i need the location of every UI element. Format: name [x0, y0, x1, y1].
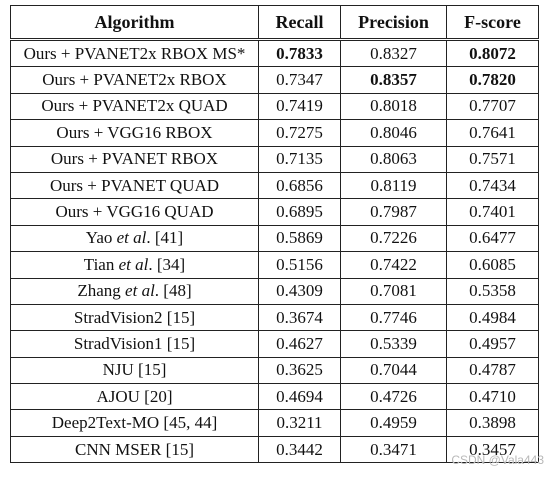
- table-body: Ours + PVANET2x RBOX MS* 0.7833 0.8327 0.80…: [10, 37, 539, 464]
- algorithm-cell: StradVision2 [15]: [10, 303, 259, 332]
- table-row: StradVision2 [15] 0.3674 0.7746 0.4984: [10, 303, 539, 332]
- recall-cell: 0.5156: [258, 251, 341, 279]
- precision-cell: 0.5339: [340, 330, 447, 358]
- header-recall: Recall: [258, 5, 341, 40]
- header-precision: Precision: [340, 5, 447, 40]
- table-row: StradVision1 [15] 0.4627 0.5339 0.4957: [10, 330, 539, 358]
- algorithm-cell: Ours + PVANET QUAD: [10, 171, 259, 200]
- table-row: AJOU [20] 0.4694 0.4726 0.4710: [10, 383, 539, 411]
- precision-cell: 0.3471: [340, 435, 447, 464]
- recall-cell: 0.6856: [258, 171, 341, 200]
- algorithm-name-part: Zhang: [77, 281, 126, 301]
- algorithm-cell: Ours + PVANET2x QUAD: [10, 92, 259, 121]
- algorithm-cell: AJOU [20]: [10, 383, 259, 411]
- recall-cell: 0.4627: [258, 330, 341, 358]
- table-row: Ours + PVANET RBOX 0.7135 0.8063 0.7571: [10, 145, 539, 173]
- fscore-cell: 0.4984: [446, 303, 539, 332]
- precision-cell: 0.7987: [340, 198, 447, 226]
- algorithm-name-part: Tian: [83, 254, 119, 274]
- table-row: Ours + PVANET2x RBOX 0.7347 0.8357 0.7820: [10, 66, 539, 94]
- header-algorithm: Algorithm: [10, 5, 259, 40]
- fscore-cell: 0.6477: [446, 224, 539, 253]
- watermark: CSDN @Vala443: [451, 453, 544, 467]
- header-row: Algorithm Recall Precision F-score: [10, 5, 539, 40]
- table-row: Zhang et al. [48] 0.4309 0.7081 0.5358: [10, 277, 539, 305]
- precision-cell: 0.8063: [340, 145, 447, 173]
- recall-cell: 0.3442: [258, 435, 341, 464]
- algorithm-name-part: Yao: [85, 228, 117, 248]
- precision-cell: 0.4726: [340, 383, 447, 411]
- algorithm-cell: StradVision1 [15]: [10, 330, 259, 358]
- precision-cell: 0.4959: [340, 409, 447, 437]
- algorithm-name-part: . [41]: [146, 228, 184, 248]
- recall-cell: 0.7419: [258, 92, 341, 121]
- algorithm-cell: Ours + VGG16 QUAD: [10, 198, 259, 226]
- fscore-cell: 0.4787: [446, 356, 539, 385]
- table-row: CNN MSER [15] 0.3442 0.3471 0.3457: [10, 435, 539, 464]
- fscore-cell: 0.5358: [446, 277, 539, 305]
- fscore-cell: 0.7820: [446, 66, 539, 94]
- table-row: NJU [15] 0.3625 0.7044 0.4787: [10, 356, 539, 385]
- table-row: Ours + PVANET2x QUAD 0.7419 0.8018 0.7707: [10, 92, 539, 121]
- algorithm-name-italic: et al: [116, 228, 147, 248]
- recall-cell: 0.4309: [258, 277, 341, 305]
- algorithm-cell: Zhang et al. [48]: [10, 277, 259, 305]
- algorithm-cell: Ours + PVANET2x RBOX MS*: [10, 37, 259, 68]
- precision-cell: 0.8046: [340, 119, 447, 147]
- recall-cell: 0.3211: [258, 409, 341, 437]
- fscore-cell: 0.3457: [446, 435, 539, 464]
- fscore-cell: 0.7434: [446, 171, 539, 200]
- fscore-cell: 0.7641: [446, 119, 539, 147]
- precision-cell: 0.7226: [340, 224, 447, 253]
- algorithm-name-italic: et al: [118, 254, 149, 274]
- fscore-cell: 0.4957: [446, 330, 539, 358]
- precision-cell: 0.7746: [340, 303, 447, 332]
- algorithm-cell: CNN MSER [15]: [10, 435, 259, 464]
- precision-cell: 0.7044: [340, 356, 447, 385]
- algorithm-cell: Ours + PVANET2x RBOX: [10, 66, 259, 94]
- precision-cell: 0.7422: [340, 251, 447, 279]
- recall-cell: 0.7833: [258, 37, 341, 68]
- algorithm-name-italic: et al: [125, 281, 155, 301]
- algorithm-cell: NJU [15]: [10, 356, 259, 385]
- recall-cell: 0.3625: [258, 356, 341, 385]
- fscore-cell: 0.7401: [446, 198, 539, 226]
- recall-cell: 0.7347: [258, 66, 341, 94]
- table-row: Deep2Text-MO [45, 44] 0.3211 0.4959 0.3898: [10, 409, 539, 437]
- algorithm-name-part: . [48]: [154, 281, 192, 301]
- algorithm-cell: Deep2Text-MO [45, 44]: [10, 409, 259, 437]
- precision-cell: 0.8357: [340, 66, 447, 94]
- precision-cell: 0.7081: [340, 277, 447, 305]
- fscore-cell: 0.6085: [446, 251, 539, 279]
- fscore-cell: 0.7571: [446, 145, 539, 173]
- table-row: Ours + PVANET QUAD 0.6856 0.8119 0.7434: [10, 171, 539, 200]
- fscore-cell: 0.7707: [446, 92, 539, 121]
- table-row: Ours + PVANET2x RBOX MS* 0.7833 0.8327 0.80…: [10, 37, 539, 68]
- fscore-cell: 0.8072: [446, 37, 539, 68]
- table-row: Ours + VGG16 RBOX 0.7275 0.8046 0.7641: [10, 119, 539, 147]
- table-row: Ours + VGG16 QUAD 0.6895 0.7987 0.7401: [10, 198, 539, 226]
- recall-cell: 0.6895: [258, 198, 341, 226]
- algorithm-cell: Tian et al. [34]: [10, 251, 259, 279]
- table-row: Yao et al. [41] 0.5869 0.7226 0.6477: [10, 224, 539, 253]
- precision-cell: 0.8327: [340, 37, 447, 68]
- precision-cell: 0.8018: [340, 92, 447, 121]
- fscore-cell: 0.4710: [446, 383, 539, 411]
- algorithm-cell: Ours + PVANET RBOX: [10, 145, 259, 173]
- recall-cell: 0.5869: [258, 224, 341, 253]
- recall-cell: 0.7135: [258, 145, 341, 173]
- algorithm-name-part: . [34]: [148, 254, 186, 274]
- fscore-cell: 0.3898: [446, 409, 539, 437]
- header-fscore: F-score: [446, 5, 539, 40]
- algorithm-cell: Ours + VGG16 RBOX: [10, 119, 259, 147]
- table-row: Tian et al. [34] 0.5156 0.7422 0.6085: [10, 251, 539, 279]
- algorithm-cell: Yao et al. [41]: [10, 224, 259, 253]
- precision-cell: 0.8119: [340, 171, 447, 200]
- recall-cell: 0.3674: [258, 303, 341, 332]
- recall-cell: 0.7275: [258, 119, 341, 147]
- results-table: Algorithm Recall Precision F-score Ours …: [10, 5, 539, 464]
- recall-cell: 0.4694: [258, 383, 341, 411]
